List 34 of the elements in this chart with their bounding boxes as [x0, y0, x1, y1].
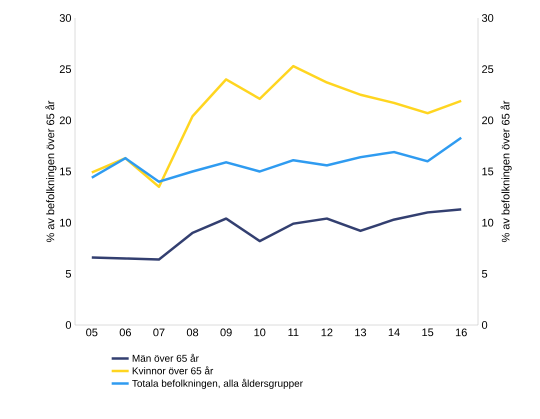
y-tick-label: 30 — [60, 14, 72, 22]
y2-tick-label: 10 — [482, 218, 494, 227]
x-tick-label: 11 — [288, 328, 298, 336]
y2-tick-label: 15 — [482, 168, 494, 176]
x-tick-label: 06 — [120, 328, 131, 336]
y2-tick-label: 30 — [482, 14, 494, 22]
y-tick-label: 10 — [60, 218, 72, 227]
legend-label: Totala befolkningen, alla åldersgrupper — [132, 378, 303, 389]
x-tick-label: 07 — [153, 328, 165, 336]
y2-tick-label: 20 — [482, 116, 494, 124]
legend-label: Kvinnor över 65 år — [132, 366, 214, 374]
y-tick-label: 25 — [60, 65, 72, 74]
y-tick-label: 20 — [60, 116, 72, 124]
y-tick-label: 0 — [66, 321, 72, 329]
y2-axis-title: % av befolkningen över 65 år — [500, 100, 512, 242]
x-tick-label: 15 — [422, 328, 434, 336]
y2-tick-label: 0 — [482, 321, 488, 329]
x-tick-label: 09 — [220, 328, 232, 336]
x-tick-label: 13 — [355, 328, 366, 336]
line-series — [90, 208, 462, 261]
x-tick-label: 14 — [388, 328, 400, 336]
legend-label: Män över 65 år — [132, 354, 199, 362]
line-series — [90, 64, 462, 188]
x-tick-label: 16 — [456, 328, 467, 336]
y2-tick-label: 25 — [482, 65, 494, 74]
x-tick-label: 08 — [186, 328, 198, 336]
line-series — [90, 136, 462, 183]
x-tick-label: 10 — [254, 328, 266, 336]
y2-tick-label: 5 — [482, 270, 488, 278]
x-tick-label: 12 — [322, 328, 332, 336]
x-tick-label: 05 — [86, 328, 98, 336]
y-tick-label: 15 — [60, 168, 72, 176]
y-axis-title: % av befolkningen över 65 år — [45, 100, 56, 242]
y-tick-label: 5 — [66, 270, 72, 278]
